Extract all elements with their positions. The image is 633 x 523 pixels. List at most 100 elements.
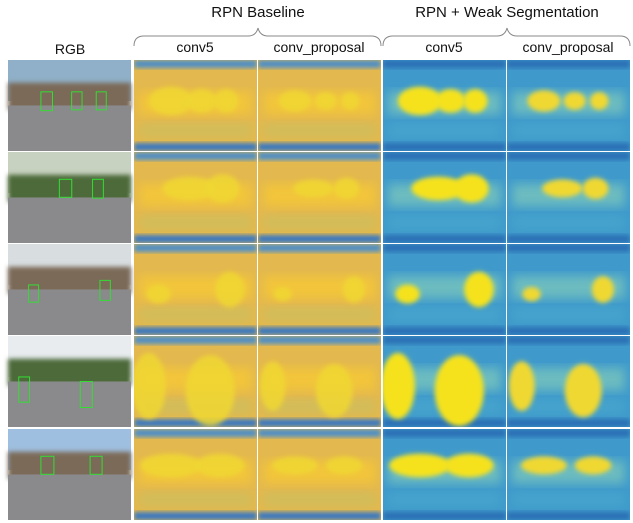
heatmap-content (258, 429, 381, 520)
activation (148, 86, 194, 116)
low-band (139, 123, 252, 138)
activation (215, 271, 245, 308)
edge-band (134, 327, 257, 335)
activation (389, 453, 451, 478)
detection-box (71, 91, 83, 111)
heatmap (258, 336, 381, 427)
activation (462, 89, 488, 113)
edge-band (134, 419, 257, 427)
activation (563, 92, 586, 110)
road (8, 381, 131, 427)
heatmap-content (507, 336, 630, 427)
activation (259, 361, 286, 411)
column-title: RGB (55, 41, 85, 57)
image-grid (8, 60, 630, 520)
edge-band (258, 60, 381, 68)
edge-band (507, 327, 630, 335)
heatmap (507, 336, 630, 427)
low-band (512, 123, 625, 138)
edge-band (383, 419, 506, 427)
activation (271, 456, 318, 475)
detection-box (28, 284, 40, 303)
edge-band (134, 429, 257, 437)
heatmap (134, 152, 257, 243)
group-title: RPN + Weak Segmentation (415, 4, 599, 21)
edge-band (258, 512, 381, 520)
edge-band (134, 143, 257, 151)
heatmap-content (383, 429, 506, 520)
heatmap (134, 336, 257, 427)
detection-box (40, 455, 55, 475)
edge-band (507, 336, 630, 344)
heatmap (507, 244, 630, 335)
activation (590, 92, 609, 110)
road (8, 105, 131, 151)
activation (464, 271, 494, 308)
activation (134, 352, 166, 420)
activation (395, 284, 420, 304)
edge-band (507, 60, 630, 68)
edge-band (258, 419, 381, 427)
heatmap (507, 429, 630, 520)
activation (435, 89, 466, 113)
edge-band (383, 512, 506, 520)
low-band (388, 492, 501, 507)
activation (140, 453, 202, 478)
heatmap-content (134, 429, 257, 520)
rgb-image (8, 152, 131, 243)
activation (383, 352, 415, 420)
activation (333, 177, 360, 200)
rgb-image (8, 429, 131, 520)
rgb-image (8, 336, 131, 427)
edge-band (507, 152, 630, 160)
edge-band (507, 143, 630, 151)
heatmap (383, 60, 506, 151)
heatmap (258, 152, 381, 243)
heatmap-content (383, 336, 506, 427)
low-band (512, 307, 625, 322)
activation (582, 177, 609, 200)
heatmap (258, 244, 381, 335)
heatmap-content (507, 244, 630, 335)
activation (162, 176, 217, 201)
activation (146, 284, 171, 304)
heatmap-content (258, 152, 381, 243)
low-band (388, 307, 501, 322)
heatmap-content (507, 152, 630, 243)
edge-band (134, 336, 257, 344)
edge-band (383, 143, 506, 151)
heatmap-content (134, 244, 257, 335)
activation (315, 363, 353, 418)
activation (591, 276, 615, 303)
detection-box (95, 91, 107, 111)
activation (314, 92, 337, 110)
edge-band (134, 512, 257, 520)
heatmap-content (383, 244, 506, 335)
edge-band (383, 327, 506, 335)
edge-band (134, 235, 257, 243)
heatmap-content (507, 429, 630, 520)
heatmap-content (134, 60, 257, 151)
edge-band (258, 143, 381, 151)
edge-band (383, 60, 506, 68)
edge-band (507, 244, 630, 252)
activation (527, 90, 561, 112)
heatmap (258, 429, 381, 520)
detection-box (92, 178, 104, 199)
edge-band (134, 152, 257, 160)
rgb-image (8, 244, 131, 335)
heatmap-content (507, 60, 630, 151)
activation (542, 179, 583, 198)
activation (508, 361, 535, 411)
detection-box (99, 279, 111, 301)
heatmap (507, 60, 630, 151)
edge-band (258, 336, 381, 344)
activation (213, 89, 239, 113)
edge-band (258, 244, 381, 252)
activation (273, 286, 292, 302)
column-title: conv_proposal (522, 39, 613, 55)
edge-band (383, 152, 506, 160)
activation (205, 174, 240, 203)
heatmap (507, 152, 630, 243)
